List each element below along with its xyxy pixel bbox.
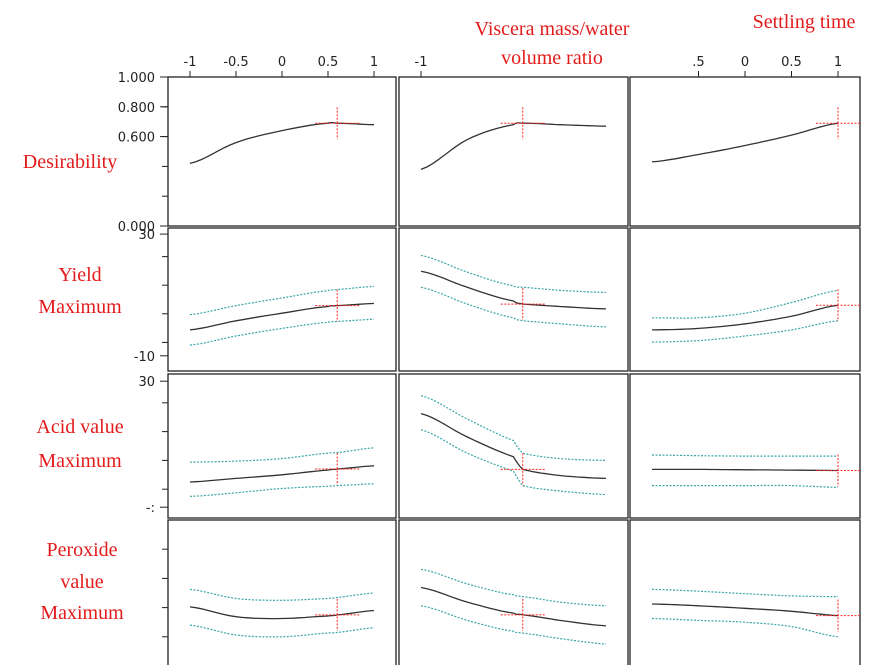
row-label: Desirability	[23, 151, 117, 173]
ci-upper-line	[652, 289, 839, 319]
ci-lower-line	[189, 318, 375, 346]
ci-upper-line	[651, 454, 838, 457]
panel-frame	[167, 76, 397, 227]
ci-lower-line	[189, 624, 375, 638]
row-label: Maximum	[38, 450, 122, 472]
x-tick-label: .5	[692, 55, 704, 70]
y-tick-label: 30	[138, 228, 155, 243]
panel-frame	[167, 373, 397, 519]
ci-upper-line	[189, 447, 375, 463]
ci-upper-line	[189, 588, 375, 601]
row-label: Maximum	[38, 296, 122, 318]
x-tick-label: -1	[415, 55, 428, 70]
panel-frame	[629, 227, 861, 372]
panel-frame	[167, 519, 397, 665]
column-label: Settling time	[753, 11, 856, 33]
x-tick-label: -0.5	[223, 55, 248, 70]
y-tick-label: 1.000	[118, 71, 155, 86]
mean-prediction-line	[651, 122, 839, 163]
y-tick-label: 30	[138, 375, 155, 390]
panel-frame	[629, 76, 861, 227]
column-label: Viscera mass/water	[475, 18, 630, 40]
mean-prediction-line	[652, 468, 838, 472]
panel-frame	[398, 227, 629, 372]
x-tick-label: 1	[834, 55, 842, 70]
row-label: Yield	[58, 264, 101, 286]
ci-lower-line	[420, 429, 607, 496]
y-tick-label: -10	[134, 350, 155, 365]
x-tick-label: -1	[184, 55, 197, 70]
mean-prediction-line	[420, 122, 607, 171]
mean-prediction-line	[189, 302, 375, 331]
row-label: Acid value	[36, 416, 123, 438]
y-tick-label: 0.600	[118, 131, 155, 146]
ci-lower-line	[651, 617, 839, 638]
row-label: Peroxide	[46, 539, 117, 561]
panel-frame	[398, 373, 629, 519]
mean-prediction-line	[651, 603, 839, 617]
mean-prediction-line	[651, 304, 839, 331]
ci-lower-line	[652, 484, 839, 488]
ci-upper-line	[420, 395, 607, 461]
x-tick-label: 1	[370, 55, 378, 70]
ci-upper-line	[651, 588, 838, 598]
ci-lower-line	[420, 286, 607, 328]
x-tick-label: 0.5	[781, 55, 802, 70]
mean-prediction-line	[420, 270, 607, 310]
mean-prediction-line	[189, 121, 375, 165]
ci-lower-line	[651, 320, 839, 343]
panel-frame	[398, 519, 629, 665]
mean-prediction-line	[420, 586, 607, 627]
panel-frame	[629, 373, 861, 519]
y-tick-label: 0.800	[118, 101, 155, 116]
mean-prediction-line	[189, 465, 375, 483]
panel-frame	[629, 519, 861, 665]
x-tick-label: 0.5	[318, 55, 339, 70]
row-label: Maximum	[40, 602, 124, 624]
mean-prediction-line	[189, 606, 375, 620]
ci-upper-line	[189, 285, 375, 316]
panel-frame	[167, 227, 397, 372]
y-tick-label: 0.000	[118, 220, 155, 235]
ci-lower-line	[189, 483, 375, 497]
ci-upper-line	[420, 254, 607, 294]
x-tick-label: 0	[278, 55, 286, 70]
ci-upper-line	[420, 568, 607, 607]
panel-frame	[398, 76, 629, 227]
x-tick-label: 0	[741, 55, 749, 70]
column-label: volume ratio	[501, 47, 603, 69]
y-tick-label: -:	[146, 501, 155, 516]
mean-prediction-line	[420, 412, 607, 480]
row-label: value	[60, 571, 103, 593]
ci-lower-line	[420, 605, 607, 645]
